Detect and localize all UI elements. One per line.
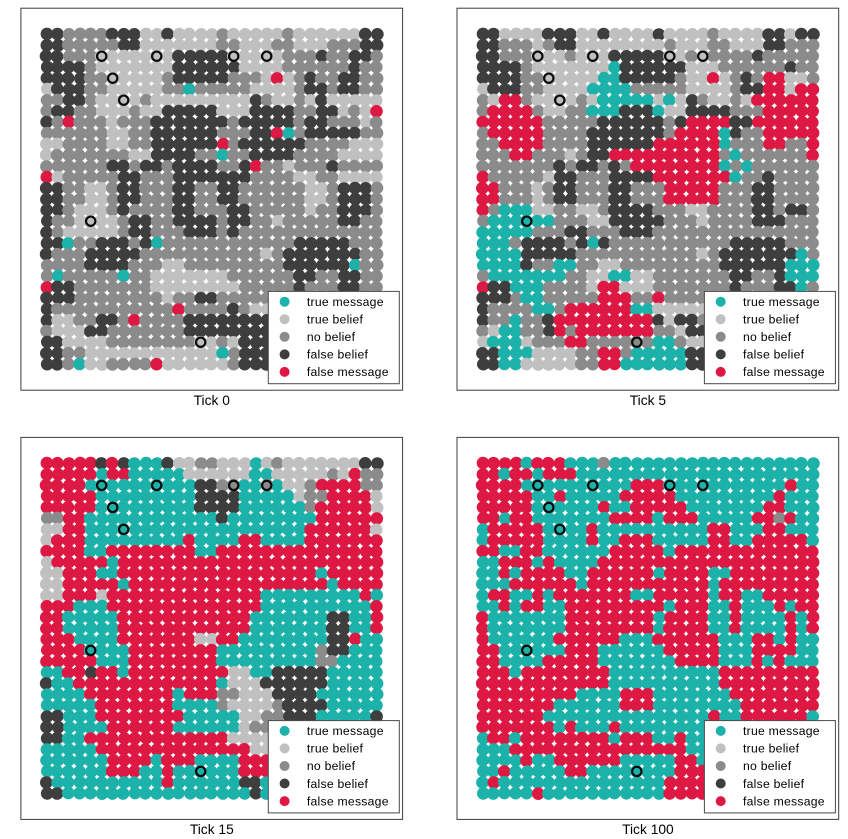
svg-text:true message: true message	[307, 295, 384, 309]
svg-text:false belief: false belief	[307, 348, 369, 362]
svg-text:Tick 5: Tick 5	[630, 393, 667, 408]
svg-text:false belief: false belief	[307, 777, 369, 791]
svg-text:no belief: no belief	[307, 759, 356, 773]
svg-text:true belief: true belief	[743, 742, 800, 756]
svg-text:Tick 100: Tick 100	[622, 822, 674, 837]
svg-text:false message: false message	[743, 365, 825, 379]
svg-text:true belief: true belief	[743, 312, 800, 326]
svg-text:true message: true message	[743, 724, 820, 738]
svg-text:false belief: false belief	[743, 777, 805, 791]
svg-text:true belief: true belief	[307, 742, 364, 756]
svg-text:false message: false message	[307, 794, 389, 808]
svg-text:false message: false message	[743, 794, 825, 808]
svg-text:true belief: true belief	[307, 312, 364, 326]
svg-text:true message: true message	[307, 724, 384, 738]
svg-text:true message: true message	[743, 295, 820, 309]
svg-text:no belief: no belief	[307, 330, 356, 344]
svg-text:false belief: false belief	[743, 348, 805, 362]
svg-text:no belief: no belief	[743, 330, 792, 344]
svg-text:false message: false message	[307, 365, 389, 379]
svg-text:Tick 15: Tick 15	[190, 822, 234, 837]
svg-text:Tick 0: Tick 0	[194, 393, 231, 408]
svg-text:no belief: no belief	[743, 759, 792, 773]
